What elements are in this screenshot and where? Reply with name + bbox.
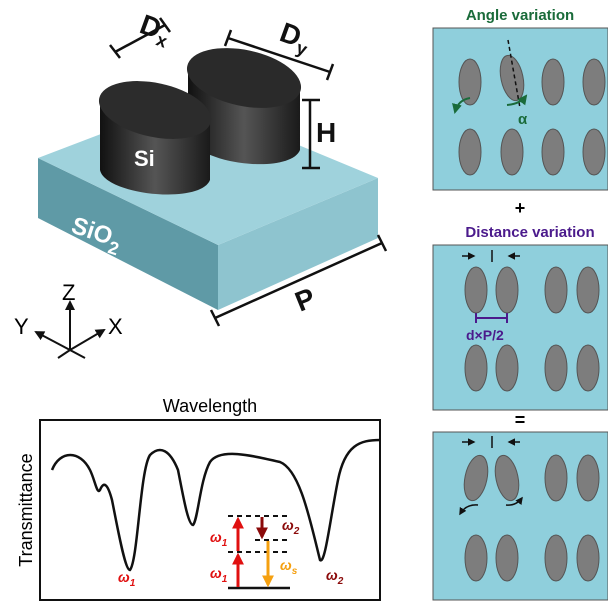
w-main: ω [326, 567, 338, 583]
level-label: ωs [280, 557, 298, 577]
axis-y: Y [14, 314, 29, 339]
w-main: ω [118, 569, 130, 585]
spectrum-curve [52, 440, 380, 570]
dy-label: Dy [275, 17, 315, 60]
w-sub: 1 [222, 538, 228, 549]
energy-diagram [228, 516, 290, 588]
plus: + [515, 198, 526, 218]
distance-label: d×P/2 [466, 327, 504, 343]
w-sub: s [292, 566, 298, 577]
level-label: ω1 [210, 529, 228, 549]
resonance-label: ω2 [326, 567, 344, 587]
axis-x: X [108, 314, 123, 339]
w-sub: 1 [130, 578, 136, 589]
axes [36, 302, 104, 358]
w-sub: 1 [222, 574, 228, 585]
w-main: ω [210, 529, 222, 545]
level-label: ω2 [282, 517, 300, 537]
angle-symbol: α [518, 111, 528, 128]
figure: Si SiO2 Dx Dy H P Z X Y Wavelength Trans… [0, 0, 608, 605]
w-sub: 2 [337, 576, 344, 587]
level-label: ω1 [210, 565, 228, 585]
x-label: Wavelength [163, 396, 257, 416]
axis-z: Z [62, 280, 75, 305]
w-sub: 2 [293, 526, 300, 537]
pillar-label: Si [134, 146, 155, 171]
y-label: Transmittance [16, 453, 36, 566]
h-label: H [316, 117, 336, 148]
equals: = [515, 410, 526, 430]
w-main: ω [280, 557, 292, 573]
distance-title: Distance variation [465, 224, 594, 241]
w-main: ω [282, 517, 294, 533]
w-main: ω [210, 565, 222, 581]
angle-title: Angle variation [466, 7, 574, 24]
resonance-label: ω1 [118, 569, 136, 589]
p-label: P [291, 282, 320, 318]
